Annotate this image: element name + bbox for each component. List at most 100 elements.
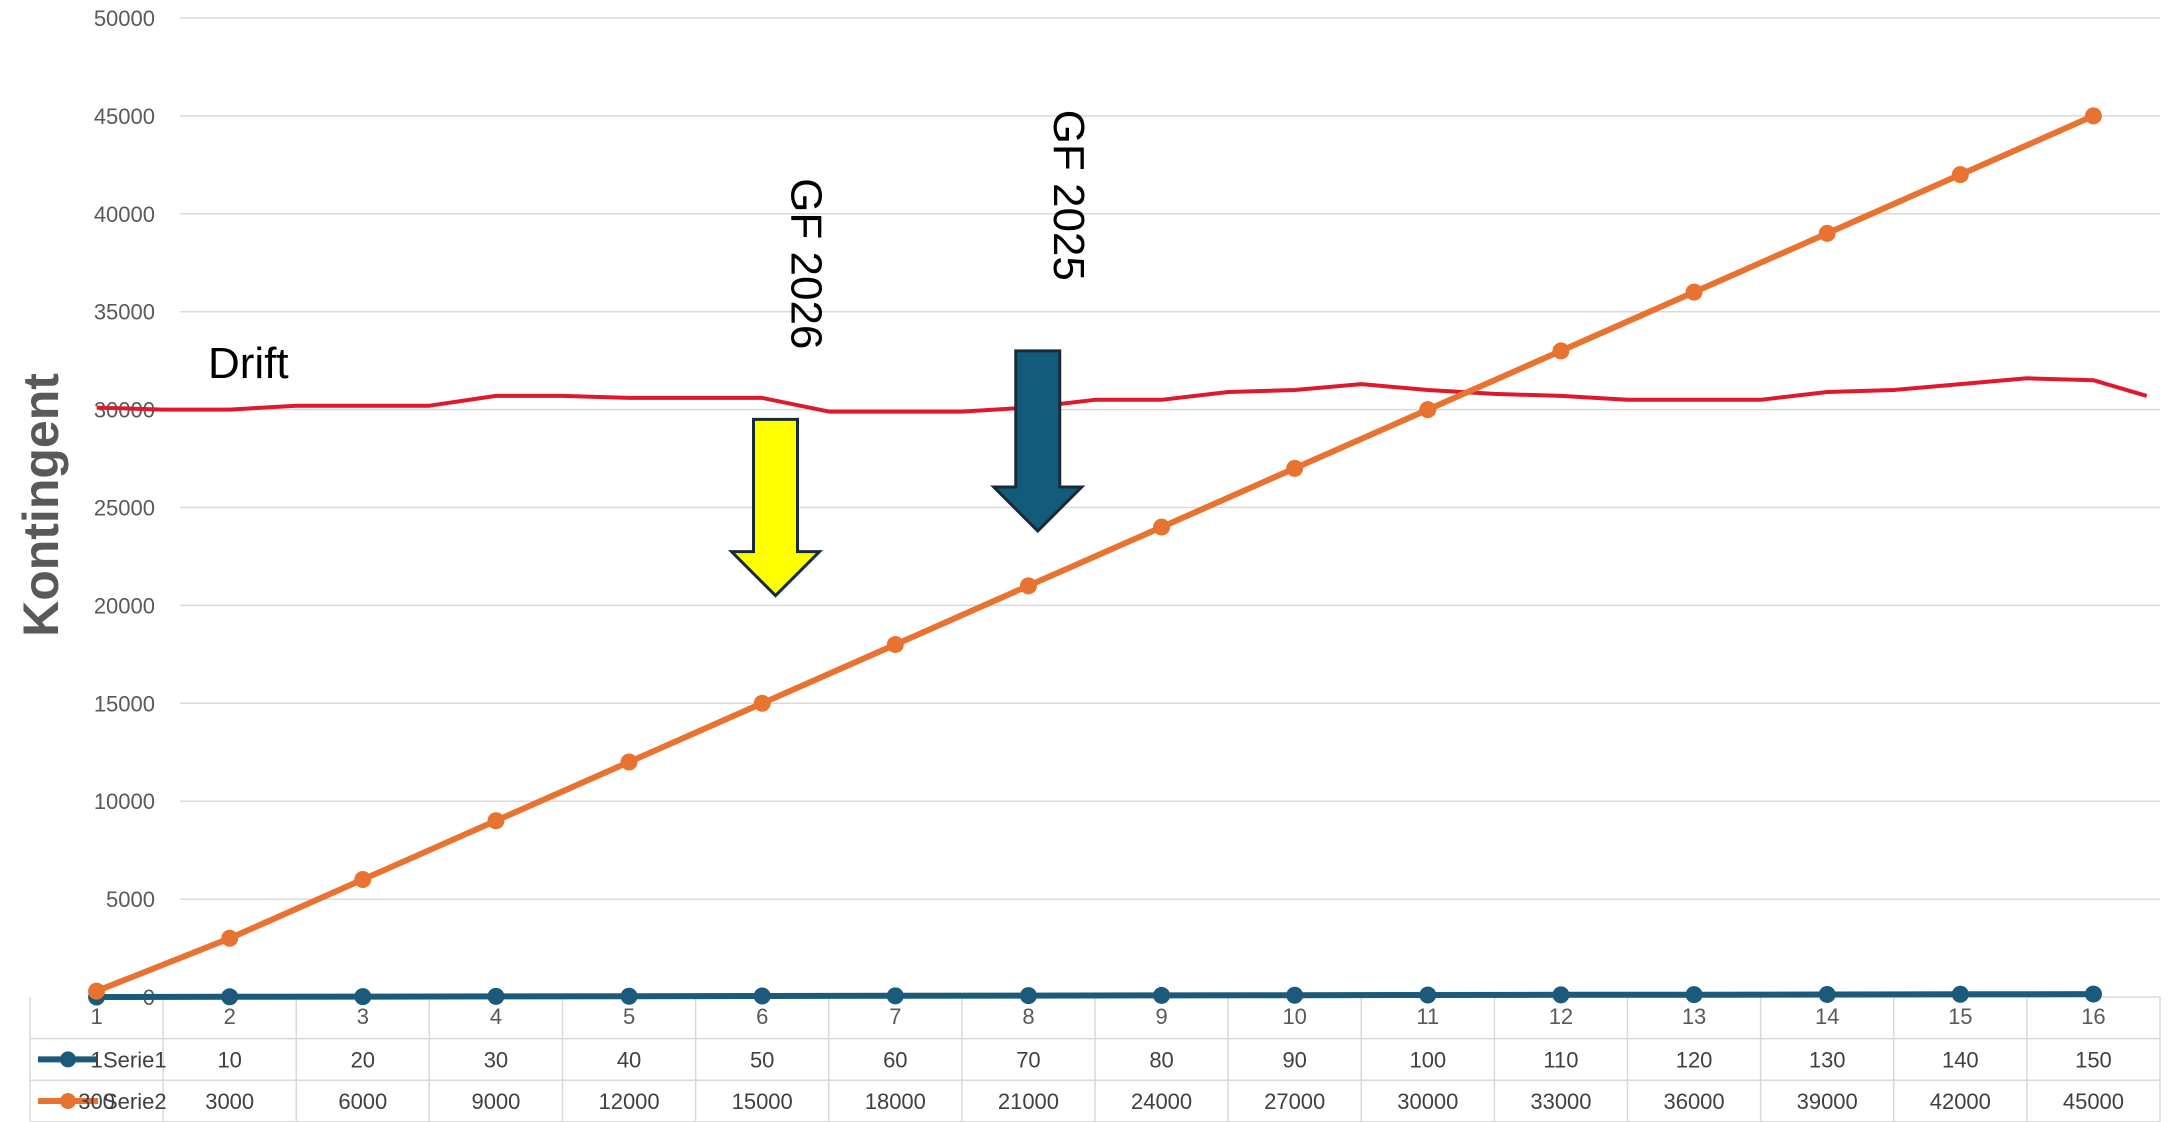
data-point	[1019, 577, 1037, 595]
data-point	[1153, 986, 1171, 1004]
data-table-cell: 130	[1809, 1047, 1846, 1072]
data-point	[1685, 986, 1703, 1004]
arrow-label: GF 2025	[1044, 110, 1093, 281]
gridlines	[180, 17, 2160, 998]
legend-label: Serie2	[103, 1089, 167, 1114]
data-table-cell: 1	[90, 1047, 102, 1072]
legend-key-marker	[60, 1051, 76, 1068]
y-tick-label: 40000	[94, 202, 155, 227]
y-axis-ticks: 0500010000150002000025000300003500040000…	[94, 6, 155, 1010]
y-tick-label: 10000	[94, 789, 155, 814]
drift-line	[96, 376, 2148, 414]
data-point	[354, 871, 372, 889]
x-tick-label: 4	[490, 1004, 502, 1029]
data-table-cell: 27000	[1264, 1089, 1325, 1114]
data-table-cell: 30	[484, 1047, 508, 1072]
data-point	[1286, 986, 1304, 1004]
y-tick-label: 45000	[94, 104, 155, 129]
data-point	[753, 694, 771, 712]
data-table-cell: 20	[351, 1047, 375, 1072]
y-tick-label: 20000	[94, 593, 155, 618]
data-table-cell: 150	[2075, 1047, 2112, 1072]
data-table-cell: 30000	[1397, 1089, 1458, 1114]
data-table-cell: 21000	[998, 1089, 1059, 1114]
drift-label: Drift	[208, 339, 289, 388]
arrow-label: GF 2026	[782, 178, 831, 349]
series-line	[95, 113, 2095, 994]
x-tick-label: 14	[1815, 1004, 1839, 1029]
data-point	[1019, 987, 1037, 1005]
data-table-cell: 24000	[1131, 1089, 1192, 1114]
y-axis-label: Kontingent	[13, 373, 69, 637]
data-point	[2084, 985, 2102, 1003]
x-tick-label: 6	[756, 1004, 768, 1029]
data-point	[1552, 986, 1570, 1004]
data-table-cell: 40	[617, 1047, 641, 1072]
data-table-cell: 45000	[2063, 1089, 2124, 1114]
data-point	[886, 636, 904, 654]
data-point	[1552, 342, 1570, 360]
x-tick-label: 13	[1682, 1004, 1706, 1029]
x-tick-label: 5	[623, 1004, 635, 1029]
data-point	[221, 929, 239, 947]
data-table-cell: 12000	[598, 1089, 659, 1114]
y-tick-label: 15000	[94, 691, 155, 716]
data-table-cell: 60	[883, 1047, 907, 1072]
data-point	[886, 987, 904, 1005]
data-point	[1419, 401, 1437, 419]
x-tick-label: 8	[1022, 1004, 1034, 1029]
data-point	[2084, 107, 2102, 125]
x-tick-label: 16	[2081, 1004, 2105, 1029]
data-point	[88, 982, 106, 1000]
data-table-cell: 140	[1942, 1047, 1979, 1072]
data-point	[1419, 986, 1437, 1004]
x-tick-label: 10	[1282, 1004, 1306, 1029]
x-tick-label: 12	[1549, 1004, 1573, 1029]
data-point	[1286, 459, 1304, 477]
data-table-cell: 39000	[1797, 1089, 1858, 1114]
x-tick-label: 1	[90, 1004, 102, 1029]
x-tick-label: 11	[1416, 1004, 1439, 1029]
x-tick-label: 7	[889, 1004, 901, 1029]
data-table-cell: 90	[1282, 1047, 1306, 1072]
x-tick-label: 2	[224, 1004, 236, 1029]
data-table-cell: 18000	[865, 1089, 926, 1114]
data-table-cell: 3000	[205, 1089, 254, 1114]
y-tick-label: 50000	[94, 6, 155, 31]
data-table-cell: 15000	[732, 1089, 793, 1114]
data-point	[487, 812, 505, 830]
data-table-cell: 50	[750, 1047, 774, 1072]
data-table-cell: 33000	[1530, 1089, 1591, 1114]
data-table-cell: 70	[1016, 1047, 1040, 1072]
x-tick-label: 15	[1948, 1004, 1972, 1029]
data-point	[753, 987, 771, 1005]
data-point	[1153, 518, 1171, 536]
data-point	[221, 988, 239, 1006]
legend-label: Serie1	[103, 1047, 167, 1072]
data-table-cell: 36000	[1663, 1089, 1724, 1114]
y-tick-label: 5000	[106, 887, 155, 912]
y-tick-label: 25000	[94, 496, 155, 521]
data-point	[1685, 283, 1703, 301]
data-table-cell: 6000	[338, 1089, 387, 1114]
data-point	[620, 987, 638, 1005]
data-point	[620, 753, 638, 771]
down-arrow	[990, 349, 1086, 534]
x-tick-label: 9	[1155, 1004, 1167, 1029]
data-table-cell: 100	[1409, 1047, 1446, 1072]
data-table-cell: 9000	[471, 1089, 520, 1114]
data-point	[1951, 166, 1969, 184]
down-arrow	[727, 417, 824, 598]
data-table-cell: 300	[78, 1089, 115, 1114]
data-point	[487, 987, 505, 1005]
drift-line-group: Drift	[96, 339, 2148, 414]
legend-key-marker	[60, 1093, 76, 1109]
arrow-annotations: GF 2026 GF 2025	[727, 110, 1093, 598]
series-line	[96, 991, 2094, 1000]
y-tick-label: 35000	[94, 300, 155, 325]
data-point	[1951, 985, 1969, 1003]
series-lines	[88, 107, 2102, 1006]
data-table-cell: 120	[1676, 1047, 1713, 1072]
x-tick-label: 3	[357, 1004, 369, 1029]
